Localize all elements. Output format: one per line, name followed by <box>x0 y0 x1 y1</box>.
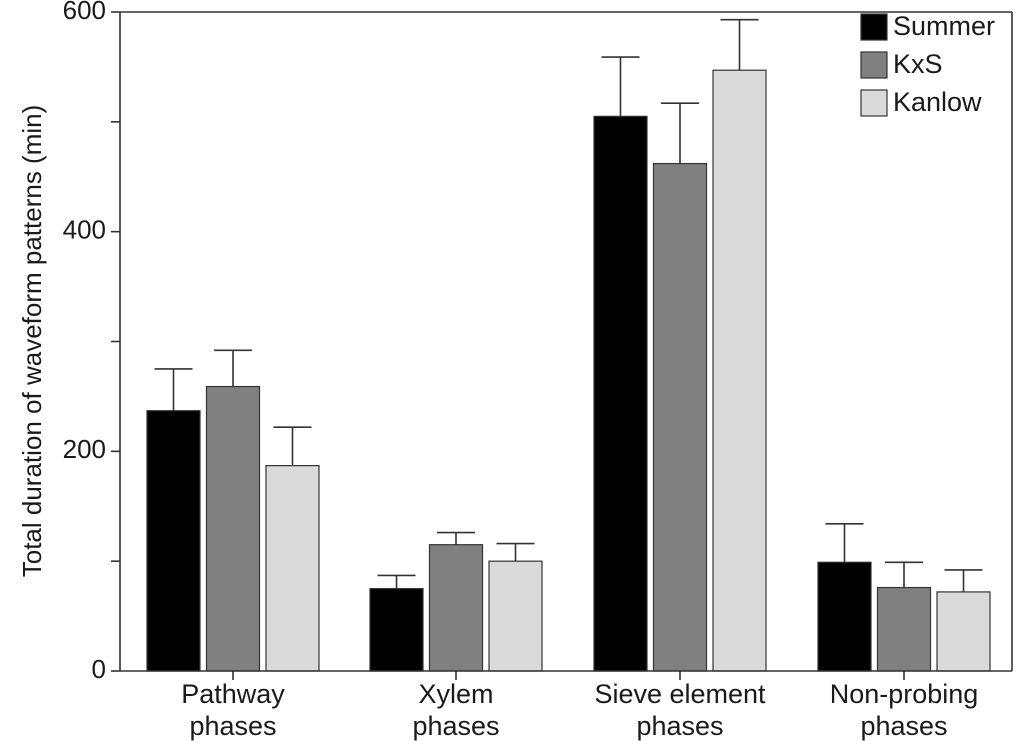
y-tick-label-0: 0 <box>92 654 106 684</box>
y-axis-label: Total duration of waveform patterns (min… <box>17 105 47 578</box>
bar-kxs-3 <box>876 586 932 672</box>
y-tick-label-200: 200 <box>63 434 106 464</box>
y-axis-title: Total duration of waveform patterns (min… <box>17 105 47 578</box>
bar-kxs-1 <box>428 544 484 672</box>
bar-kanlow-1 <box>488 560 543 672</box>
legend-swatch-kanlow <box>860 89 888 117</box>
legend-label-summer: Summer <box>893 11 995 41</box>
y-tick-label-400: 400 <box>63 215 106 245</box>
bar-summer-2 <box>593 115 648 672</box>
bars-group <box>146 18 991 672</box>
bar-summer-1 <box>369 588 424 672</box>
legend-label-kanlow: Kanlow <box>893 87 982 117</box>
x-tick-label-3-1: phases <box>860 711 947 741</box>
legend-swatch-kxs <box>860 51 888 79</box>
bar-summer-3 <box>817 561 872 672</box>
x-tick-label-3-0: Non-probing <box>830 679 979 709</box>
y-tick-label-600: 600 <box>63 0 106 25</box>
legend-swatch-summer <box>860 13 888 41</box>
bar-kanlow-0 <box>265 465 320 672</box>
legend-label-kxs: KxS <box>893 49 943 79</box>
bar-kxs-2 <box>652 162 708 672</box>
bar-kxs-0 <box>205 385 261 672</box>
axes-group: 0200400600PathwayphasesXylemphasesSieve … <box>63 0 1013 741</box>
x-tick-label-1-0: Xylem <box>418 679 493 709</box>
bar-kanlow-3 <box>936 591 991 672</box>
bar-summer-0 <box>146 410 201 672</box>
x-tick-label-0-0: Pathway <box>181 679 285 709</box>
x-tick-label-2-1: phases <box>636 711 723 741</box>
legend: Summer KxS Kanlow <box>860 11 995 117</box>
x-tick-label-1-1: phases <box>412 711 499 741</box>
bar-kanlow-2 <box>712 69 767 672</box>
x-tick-label-0-1: phases <box>189 711 276 741</box>
x-tick-label-2-0: Sieve element <box>594 679 766 709</box>
